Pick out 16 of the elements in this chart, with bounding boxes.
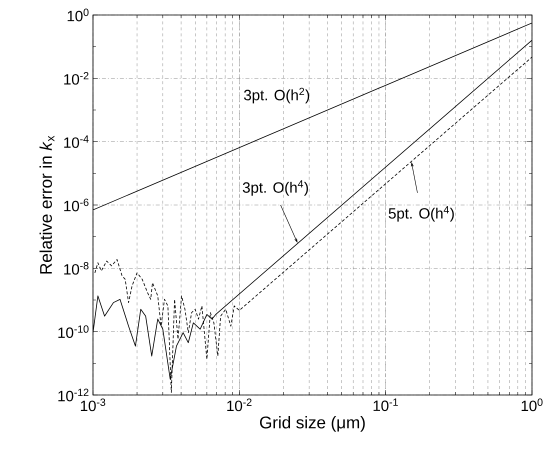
annotation: 3pt. O(h$^{2}$): [244, 88, 310, 104]
x-tick-label: 10$^{-3}$: [80, 398, 106, 412]
y-axis-title: Relative error in k$_{x}$: [40, 136, 54, 274]
y-tick-label: 10$^{-8}$: [64, 262, 89, 275]
x-tick-label: 10$^{-1}$: [374, 398, 398, 412]
x-tick-label: 10$^{-2}$: [227, 398, 252, 412]
y-tick-label: 10$^{-6}$: [64, 198, 89, 212]
x-axis-title: Grid size (μm): [260, 416, 365, 432]
y-tick-label: 10$^{0}$: [68, 8, 89, 22]
annotation: 5pt. O(h$^{4}$): [388, 206, 454, 222]
y-tick-label: 10$^{-2}$: [64, 72, 88, 85]
y-tick-label: 10$^{-12}$: [58, 388, 88, 402]
annotation: 3pt. O(h$^{4}$): [242, 180, 308, 196]
y-tick-label: 10$^{-4}$: [64, 135, 89, 148]
x-tick-label: 10$^{0}$: [522, 398, 543, 412]
y-tick-label: 10$^{-10}$: [58, 325, 89, 338]
